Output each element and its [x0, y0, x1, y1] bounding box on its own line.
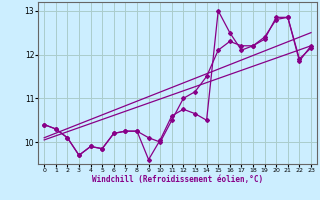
X-axis label: Windchill (Refroidissement éolien,°C): Windchill (Refroidissement éolien,°C): [92, 175, 263, 184]
